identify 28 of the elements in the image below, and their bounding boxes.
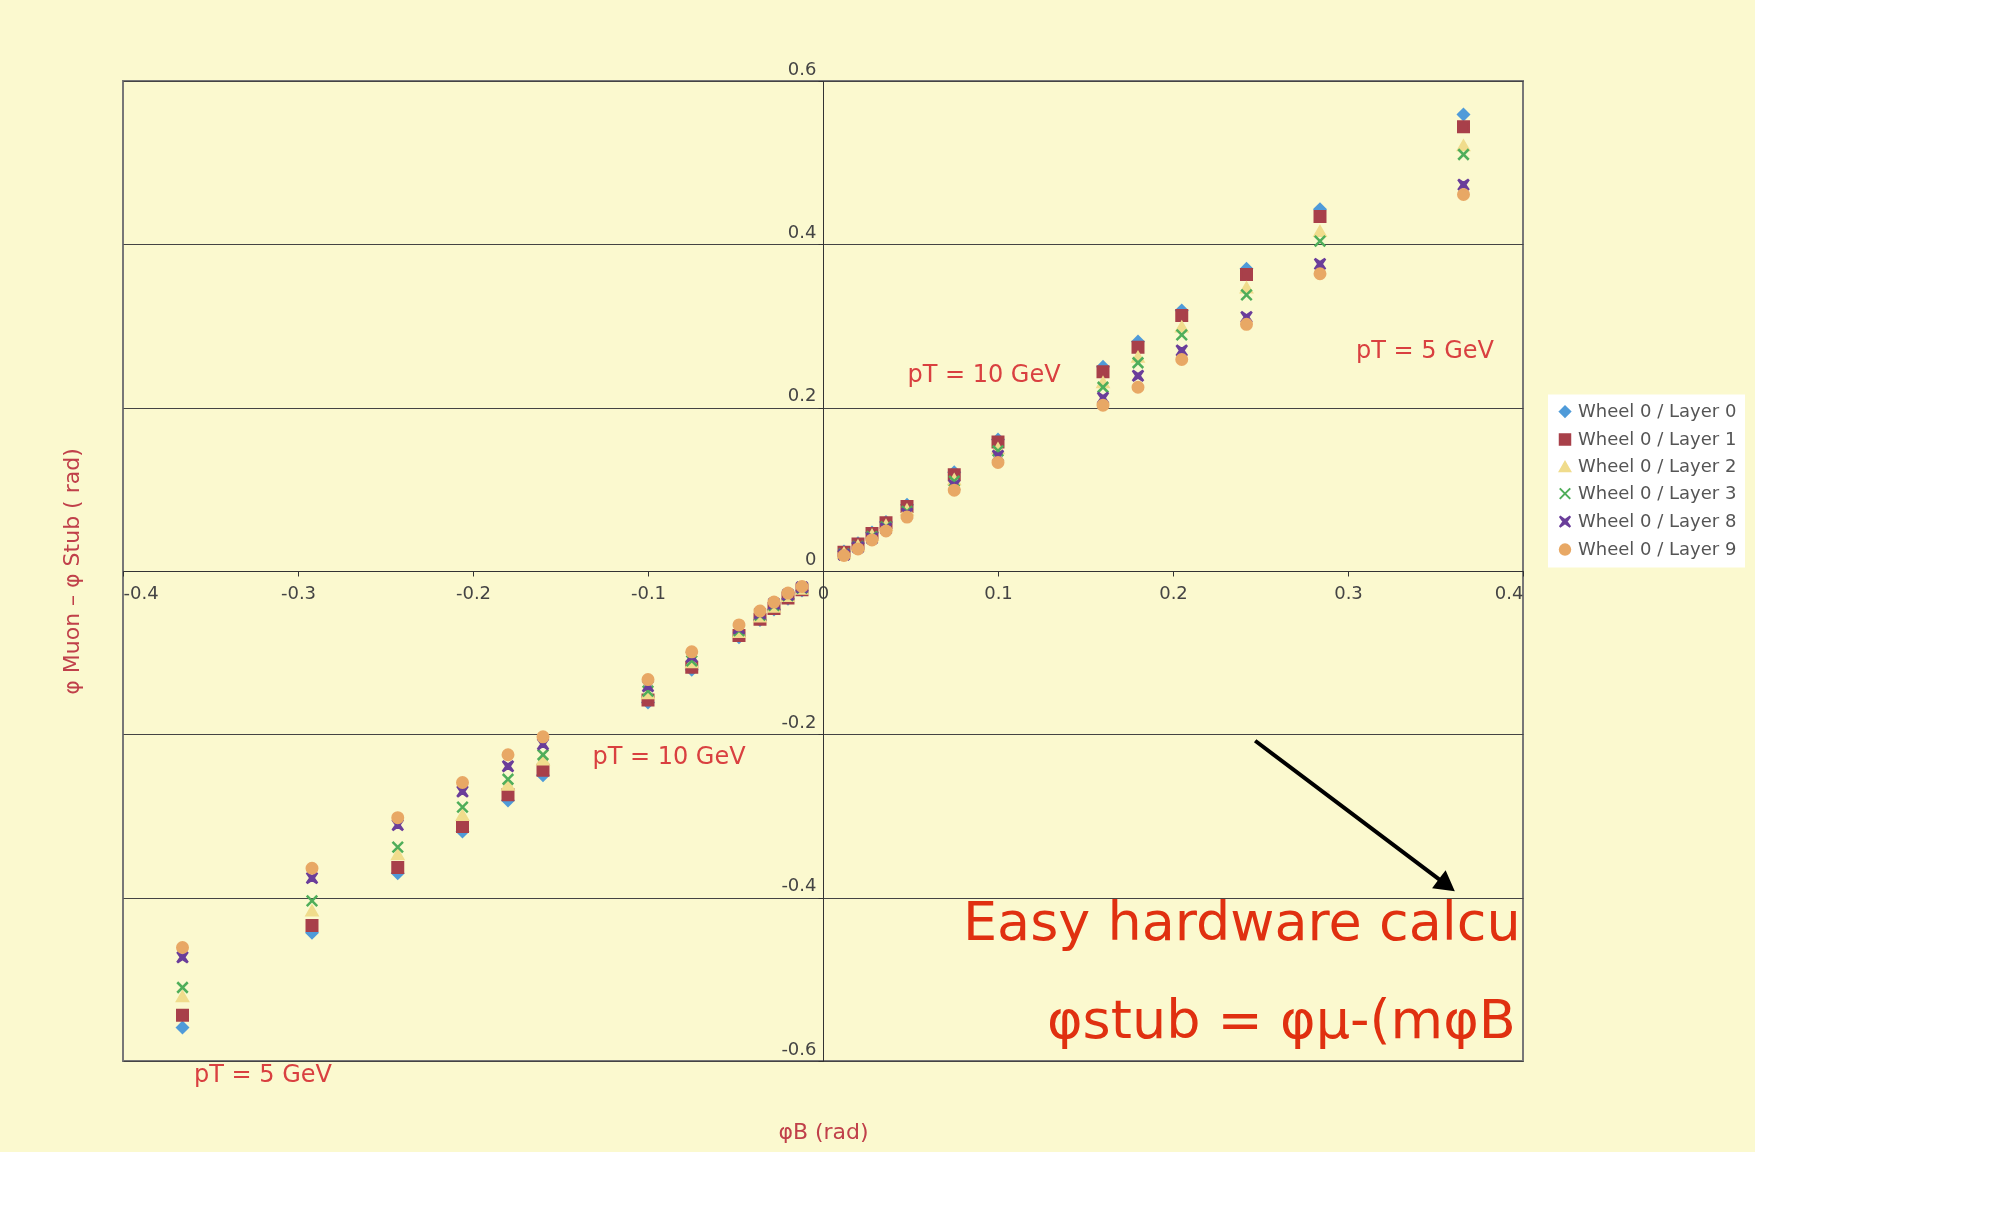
- annotation: Easy hardware calcu: [963, 889, 1521, 953]
- annotation: pT = 5 GeV: [1356, 335, 1495, 364]
- x-axis-title: φB (rad): [778, 1118, 869, 1144]
- y-tick-label: 0.4: [787, 220, 817, 242]
- x-tick-label: 0.1: [984, 581, 1013, 603]
- legend-label: Wheel 0 / Layer 0: [1578, 399, 1737, 421]
- legend-label: Wheel 0 / Layer 9: [1578, 537, 1737, 559]
- y-tick-label: -0.4: [781, 874, 817, 896]
- y-tick-label: 0.6: [787, 57, 817, 79]
- x-tick-label: -0.4: [123, 581, 159, 603]
- x-tick-label: -0.2: [455, 581, 492, 603]
- y-tick-label: -0.2: [781, 710, 817, 732]
- legend-label: Wheel 0 / Layer 3: [1578, 481, 1737, 503]
- y-tick-label: 0.2: [787, 384, 817, 406]
- annotation: pT = 5 GeV: [194, 1060, 333, 1088]
- x-tick-label: 0.2: [1159, 581, 1188, 603]
- x-tick-label: 0.3: [1334, 581, 1363, 603]
- annotation: φstub = φμ-(mφB: [1047, 987, 1516, 1051]
- legend-label: Wheel 0 / Layer 8: [1578, 509, 1737, 531]
- annotation: pT = 10 GeV: [907, 360, 1062, 388]
- y-tick-label: -0.6: [781, 1037, 817, 1059]
- x-tick-label: -0.3: [280, 581, 317, 603]
- y-axis-title: φ Muon – φ Stub ( rad): [58, 448, 84, 695]
- annotation: pT = 10 GeV: [592, 742, 747, 771]
- legend-label: Wheel 0 / Layer 1: [1578, 427, 1737, 449]
- legend-label: Wheel 0 / Layer 2: [1578, 454, 1737, 476]
- y-tick-label: 0: [805, 547, 817, 569]
- x-tick-label: -0.1: [630, 581, 667, 603]
